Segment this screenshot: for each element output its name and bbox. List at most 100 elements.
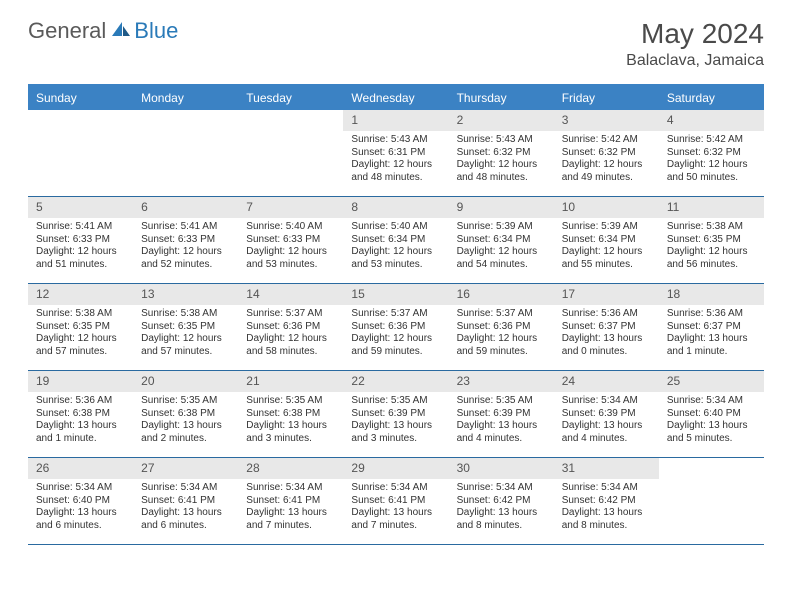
day-cell <box>133 110 238 196</box>
day-body: Sunrise: 5:35 AMSunset: 6:39 PMDaylight:… <box>343 392 448 451</box>
sunrise-text: Sunrise: 5:34 AM <box>141 482 230 495</box>
day-cell: 14Sunrise: 5:37 AMSunset: 6:36 PMDayligh… <box>238 284 343 370</box>
day-body: Sunrise: 5:43 AMSunset: 6:31 PMDaylight:… <box>343 131 448 190</box>
day-cell: 11Sunrise: 5:38 AMSunset: 6:35 PMDayligh… <box>659 197 764 283</box>
daylight-text: Daylight: 13 hours and 6 minutes. <box>36 507 125 532</box>
sunrise-text: Sunrise: 5:35 AM <box>457 395 546 408</box>
day-number: 8 <box>343 197 448 218</box>
sunset-text: Sunset: 6:38 PM <box>246 408 335 421</box>
sunset-text: Sunset: 6:34 PM <box>562 234 651 247</box>
sunrise-text: Sunrise: 5:37 AM <box>457 308 546 321</box>
daylight-text: Daylight: 13 hours and 3 minutes. <box>246 420 335 445</box>
day-cell: 10Sunrise: 5:39 AMSunset: 6:34 PMDayligh… <box>554 197 659 283</box>
daylight-text: Daylight: 13 hours and 8 minutes. <box>457 507 546 532</box>
header: General Blue May 2024 Balaclava, Jamaica <box>0 0 792 78</box>
daylight-text: Daylight: 13 hours and 5 minutes. <box>667 420 756 445</box>
day-cell: 5Sunrise: 5:41 AMSunset: 6:33 PMDaylight… <box>28 197 133 283</box>
sunrise-text: Sunrise: 5:41 AM <box>36 221 125 234</box>
sunset-text: Sunset: 6:38 PM <box>141 408 230 421</box>
day-cell: 12Sunrise: 5:38 AMSunset: 6:35 PMDayligh… <box>28 284 133 370</box>
sunrise-text: Sunrise: 5:34 AM <box>457 482 546 495</box>
sunset-text: Sunset: 6:39 PM <box>457 408 546 421</box>
day-body: Sunrise: 5:36 AMSunset: 6:37 PMDaylight:… <box>659 305 764 364</box>
day-number: 27 <box>133 458 238 479</box>
day-number: 31 <box>554 458 659 479</box>
week-row: 26Sunrise: 5:34 AMSunset: 6:40 PMDayligh… <box>28 458 764 545</box>
day-body: Sunrise: 5:37 AMSunset: 6:36 PMDaylight:… <box>449 305 554 364</box>
day-cell <box>238 110 343 196</box>
day-cell: 24Sunrise: 5:34 AMSunset: 6:39 PMDayligh… <box>554 371 659 457</box>
daylight-text: Daylight: 12 hours and 50 minutes. <box>667 159 756 184</box>
sunrise-text: Sunrise: 5:36 AM <box>562 308 651 321</box>
day-number: 30 <box>449 458 554 479</box>
day-body: Sunrise: 5:37 AMSunset: 6:36 PMDaylight:… <box>343 305 448 364</box>
sunrise-text: Sunrise: 5:43 AM <box>457 134 546 147</box>
daylight-text: Daylight: 12 hours and 57 minutes. <box>141 333 230 358</box>
daylight-text: Daylight: 13 hours and 2 minutes. <box>141 420 230 445</box>
sunset-text: Sunset: 6:32 PM <box>457 147 546 160</box>
sunrise-text: Sunrise: 5:40 AM <box>246 221 335 234</box>
day-body: Sunrise: 5:39 AMSunset: 6:34 PMDaylight:… <box>449 218 554 277</box>
day-number: 12 <box>28 284 133 305</box>
sunset-text: Sunset: 6:35 PM <box>667 234 756 247</box>
dayname-monday: Monday <box>133 86 238 110</box>
day-body: Sunrise: 5:34 AMSunset: 6:41 PMDaylight:… <box>133 479 238 538</box>
sunset-text: Sunset: 6:41 PM <box>246 495 335 508</box>
dayname-friday: Friday <box>554 86 659 110</box>
sunrise-text: Sunrise: 5:35 AM <box>246 395 335 408</box>
sunrise-text: Sunrise: 5:35 AM <box>141 395 230 408</box>
day-cell: 30Sunrise: 5:34 AMSunset: 6:42 PMDayligh… <box>449 458 554 544</box>
location: Balaclava, Jamaica <box>626 52 764 70</box>
day-body: Sunrise: 5:41 AMSunset: 6:33 PMDaylight:… <box>133 218 238 277</box>
sunset-text: Sunset: 6:34 PM <box>351 234 440 247</box>
daylight-text: Daylight: 12 hours and 57 minutes. <box>36 333 125 358</box>
daylight-text: Daylight: 12 hours and 58 minutes. <box>246 333 335 358</box>
day-cell: 25Sunrise: 5:34 AMSunset: 6:40 PMDayligh… <box>659 371 764 457</box>
day-number: 4 <box>659 110 764 131</box>
day-body: Sunrise: 5:35 AMSunset: 6:39 PMDaylight:… <box>449 392 554 451</box>
day-cell: 20Sunrise: 5:35 AMSunset: 6:38 PMDayligh… <box>133 371 238 457</box>
day-number: 2 <box>449 110 554 131</box>
day-cell: 6Sunrise: 5:41 AMSunset: 6:33 PMDaylight… <box>133 197 238 283</box>
sunset-text: Sunset: 6:42 PM <box>562 495 651 508</box>
day-cell: 3Sunrise: 5:42 AMSunset: 6:32 PMDaylight… <box>554 110 659 196</box>
sunset-text: Sunset: 6:40 PM <box>36 495 125 508</box>
day-body: Sunrise: 5:39 AMSunset: 6:34 PMDaylight:… <box>554 218 659 277</box>
month-title: May 2024 <box>626 18 764 50</box>
daylight-text: Daylight: 12 hours and 55 minutes. <box>562 246 651 271</box>
day-number: 19 <box>28 371 133 392</box>
daylight-text: Daylight: 12 hours and 54 minutes. <box>457 246 546 271</box>
day-number: 15 <box>343 284 448 305</box>
dayname-saturday: Saturday <box>659 86 764 110</box>
day-body: Sunrise: 5:38 AMSunset: 6:35 PMDaylight:… <box>133 305 238 364</box>
day-cell <box>659 458 764 544</box>
day-number: 21 <box>238 371 343 392</box>
week-row: 1Sunrise: 5:43 AMSunset: 6:31 PMDaylight… <box>28 110 764 197</box>
day-body: Sunrise: 5:38 AMSunset: 6:35 PMDaylight:… <box>28 305 133 364</box>
daylight-text: Daylight: 13 hours and 0 minutes. <box>562 333 651 358</box>
day-body: Sunrise: 5:34 AMSunset: 6:41 PMDaylight:… <box>238 479 343 538</box>
sunrise-text: Sunrise: 5:34 AM <box>246 482 335 495</box>
day-cell: 18Sunrise: 5:36 AMSunset: 6:37 PMDayligh… <box>659 284 764 370</box>
day-body: Sunrise: 5:41 AMSunset: 6:33 PMDaylight:… <box>28 218 133 277</box>
sunset-text: Sunset: 6:40 PM <box>667 408 756 421</box>
day-number: 5 <box>28 197 133 218</box>
day-cell: 31Sunrise: 5:34 AMSunset: 6:42 PMDayligh… <box>554 458 659 544</box>
day-cell: 16Sunrise: 5:37 AMSunset: 6:36 PMDayligh… <box>449 284 554 370</box>
sunrise-text: Sunrise: 5:37 AM <box>351 308 440 321</box>
day-body: Sunrise: 5:34 AMSunset: 6:40 PMDaylight:… <box>659 392 764 451</box>
daylight-text: Daylight: 12 hours and 51 minutes. <box>36 246 125 271</box>
day-number: 18 <box>659 284 764 305</box>
sunrise-text: Sunrise: 5:42 AM <box>667 134 756 147</box>
day-number: 29 <box>343 458 448 479</box>
day-body: Sunrise: 5:34 AMSunset: 6:40 PMDaylight:… <box>28 479 133 538</box>
sunset-text: Sunset: 6:33 PM <box>141 234 230 247</box>
day-cell: 9Sunrise: 5:39 AMSunset: 6:34 PMDaylight… <box>449 197 554 283</box>
day-cell: 8Sunrise: 5:40 AMSunset: 6:34 PMDaylight… <box>343 197 448 283</box>
day-body: Sunrise: 5:34 AMSunset: 6:42 PMDaylight:… <box>554 479 659 538</box>
sunset-text: Sunset: 6:33 PM <box>36 234 125 247</box>
day-number: 9 <box>449 197 554 218</box>
sunset-text: Sunset: 6:41 PM <box>141 495 230 508</box>
day-cell: 17Sunrise: 5:36 AMSunset: 6:37 PMDayligh… <box>554 284 659 370</box>
brand-part2: Blue <box>134 18 178 44</box>
